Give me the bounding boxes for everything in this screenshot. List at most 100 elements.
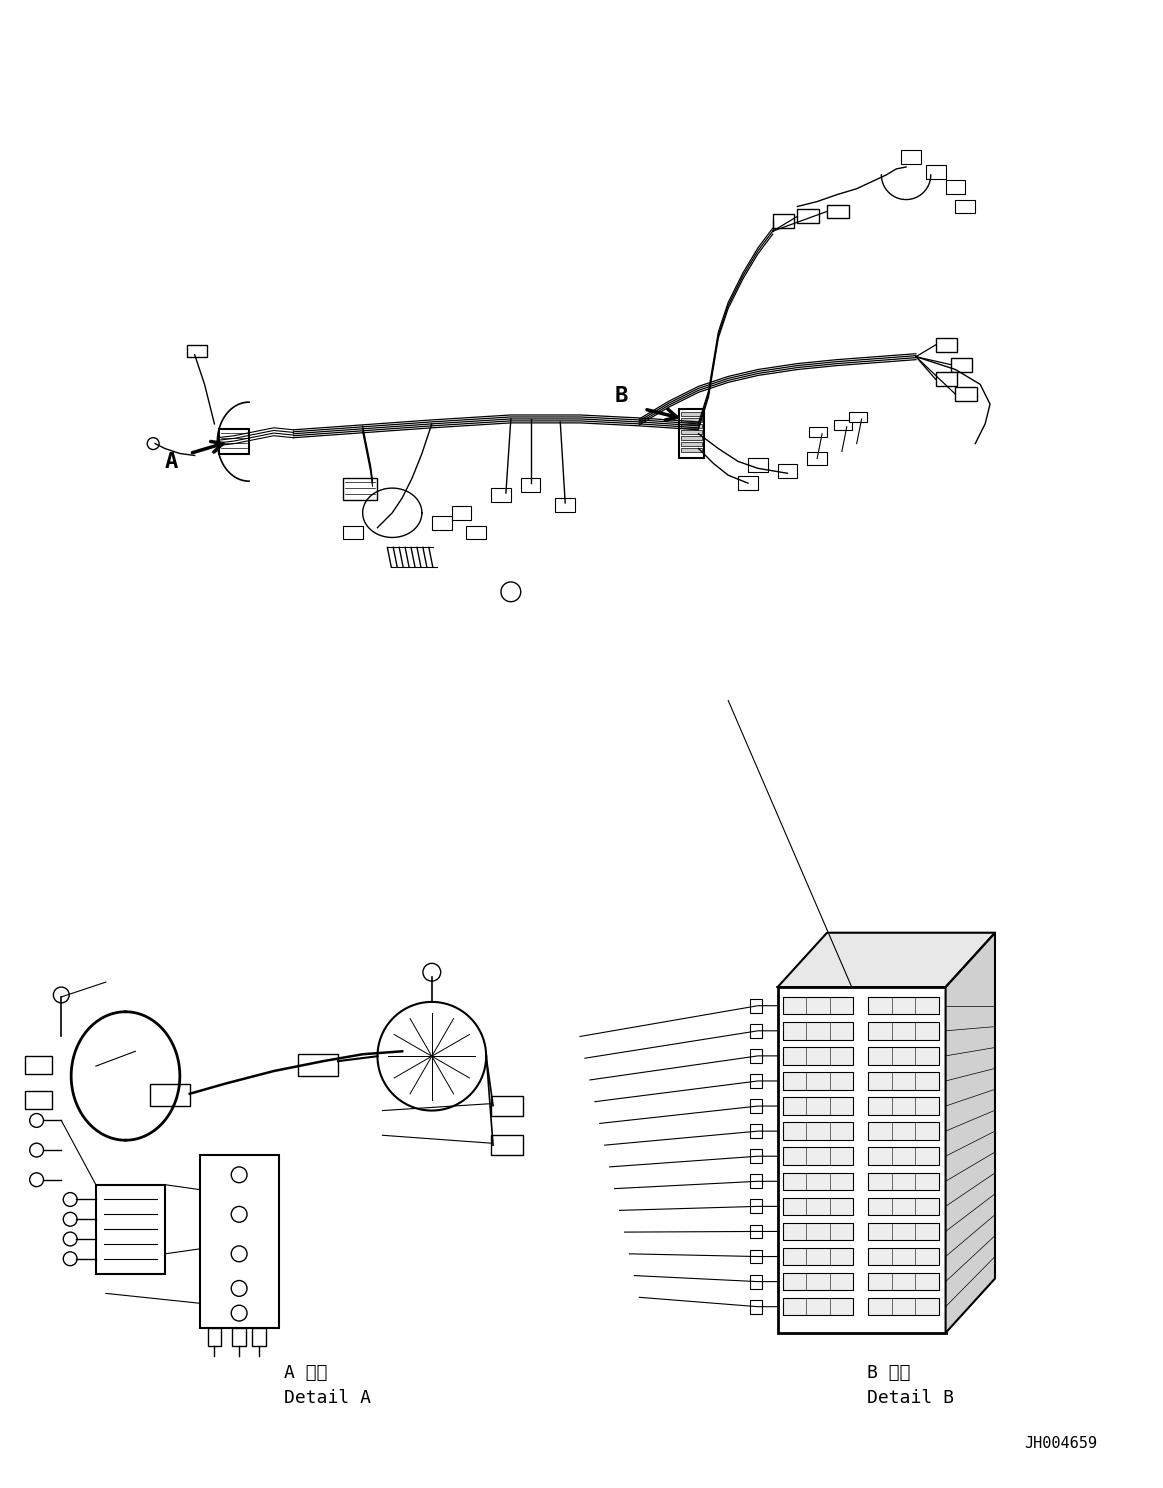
Bar (739, 476, 758, 490)
Bar (750, 998, 762, 1013)
Bar (679, 409, 704, 458)
Bar (946, 180, 965, 193)
Bar (869, 997, 939, 1015)
Bar (343, 525, 363, 540)
Bar (466, 525, 486, 540)
Bar (869, 1073, 939, 1089)
Circle shape (30, 1143, 43, 1158)
Bar (680, 418, 701, 423)
Bar (772, 214, 794, 228)
Bar (827, 204, 849, 219)
Bar (869, 1173, 939, 1190)
Bar (809, 427, 827, 436)
Circle shape (148, 437, 159, 449)
Bar (807, 451, 827, 466)
Bar (750, 1074, 762, 1088)
Polygon shape (946, 933, 996, 1333)
Circle shape (231, 1305, 247, 1321)
Bar (750, 1024, 762, 1037)
Circle shape (231, 1207, 247, 1222)
Circle shape (63, 1192, 77, 1207)
Bar (680, 436, 701, 439)
Bar (778, 464, 798, 478)
Bar (750, 1049, 762, 1062)
Bar (150, 1083, 190, 1106)
Bar (956, 199, 976, 213)
Bar (849, 412, 866, 423)
Bar (869, 1198, 939, 1216)
Bar (783, 1022, 854, 1040)
Bar (869, 1272, 939, 1290)
Circle shape (30, 1113, 43, 1128)
Bar (869, 1147, 939, 1165)
Bar (680, 412, 701, 417)
Bar (750, 1199, 762, 1213)
Circle shape (30, 1173, 43, 1186)
Bar (491, 1135, 522, 1155)
Bar (926, 165, 946, 179)
Bar (750, 1125, 762, 1138)
Polygon shape (778, 933, 996, 987)
Bar (783, 1122, 854, 1140)
Bar (783, 1298, 854, 1315)
Bar (680, 430, 701, 433)
Bar (750, 1225, 762, 1238)
Text: B 詳細: B 詳細 (866, 1364, 911, 1382)
Text: JH004659: JH004659 (1025, 1436, 1098, 1451)
Bar (299, 1055, 338, 1076)
Bar (783, 1048, 854, 1064)
Bar (783, 997, 854, 1015)
Text: Detail B: Detail B (866, 1388, 954, 1408)
Bar (187, 345, 207, 357)
Bar (24, 1091, 52, 1109)
Bar (750, 1149, 762, 1164)
Bar (207, 1327, 221, 1345)
Bar (431, 516, 451, 530)
Circle shape (423, 963, 441, 981)
Bar (200, 1155, 279, 1327)
Bar (750, 1275, 762, 1289)
Circle shape (231, 1245, 247, 1262)
Bar (750, 1100, 762, 1113)
Circle shape (63, 1213, 77, 1226)
Bar (680, 424, 701, 429)
Bar (24, 1056, 52, 1074)
Bar (869, 1022, 939, 1040)
Text: Detail A: Detail A (284, 1388, 371, 1408)
Circle shape (53, 987, 69, 1003)
Text: A 詳細: A 詳細 (284, 1364, 327, 1382)
Bar (869, 1248, 939, 1265)
Bar (95, 1184, 165, 1274)
Bar (748, 458, 768, 472)
Bar (950, 357, 972, 372)
Bar (869, 1097, 939, 1115)
Bar (451, 506, 471, 519)
Bar (783, 1073, 854, 1089)
Bar (901, 150, 921, 164)
Bar (680, 448, 701, 451)
Circle shape (63, 1251, 77, 1266)
Bar (869, 1298, 939, 1315)
Circle shape (501, 582, 521, 601)
Bar (783, 1147, 854, 1165)
Bar (252, 1327, 266, 1345)
Bar (343, 478, 378, 500)
Bar (750, 1250, 762, 1263)
Bar (936, 338, 957, 351)
Circle shape (63, 1232, 77, 1245)
Bar (783, 1272, 854, 1290)
Bar (680, 442, 701, 445)
Bar (783, 1173, 854, 1190)
Bar (555, 498, 575, 512)
Bar (783, 1248, 854, 1265)
Bar (834, 420, 851, 430)
Bar (869, 1122, 939, 1140)
Text: B: B (614, 385, 628, 406)
Bar (956, 387, 977, 402)
Bar (778, 987, 946, 1333)
Bar (521, 478, 541, 493)
Bar (233, 1327, 247, 1345)
Circle shape (231, 1167, 247, 1183)
Bar (220, 429, 249, 454)
Bar (798, 210, 819, 223)
